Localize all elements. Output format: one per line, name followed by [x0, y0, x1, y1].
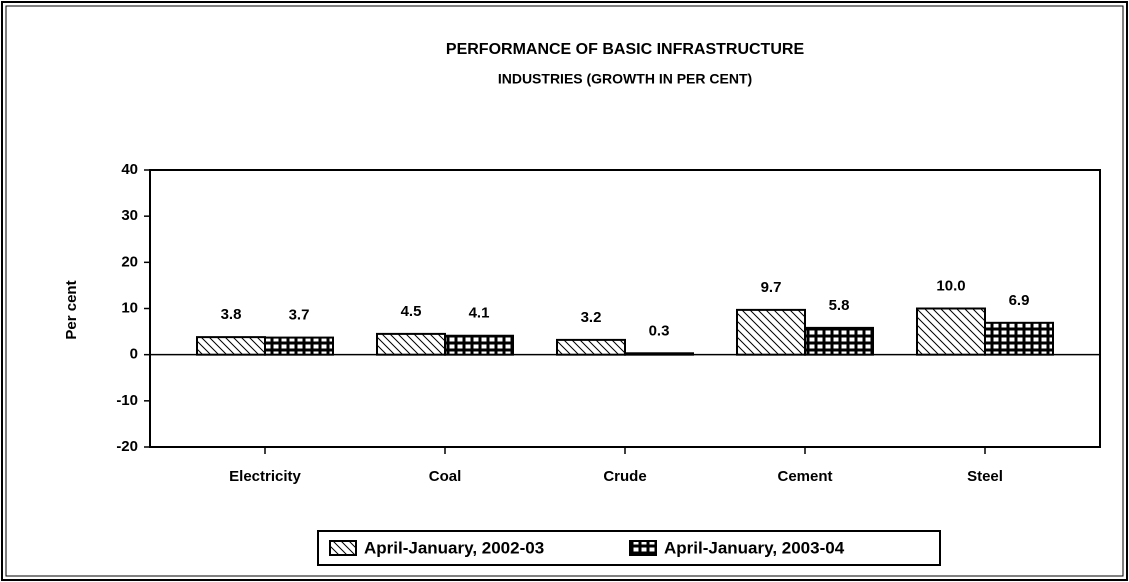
value-label: 5.8: [829, 297, 850, 314]
x-tick-label: Cement: [777, 468, 832, 485]
y-tick-label: 40: [121, 161, 138, 178]
y-tick-label: 0: [130, 346, 138, 363]
y-tick-label: 10: [121, 299, 138, 316]
bar: [444, 334, 514, 356]
value-label: 3.8: [221, 306, 242, 323]
value-label: 3.2: [581, 309, 602, 326]
y-tick-label: -20: [116, 438, 138, 455]
bar: [916, 307, 986, 356]
value-label: 4.1: [469, 305, 490, 322]
x-tick-label: Steel: [967, 468, 1003, 485]
bar: [984, 321, 1054, 356]
x-tick-label: Electricity: [229, 468, 301, 485]
bar: [804, 326, 874, 356]
chart-title: PERFORMANCE OF BASIC INFRASTRUCTURE: [446, 41, 805, 58]
value-label: 3.7: [289, 307, 310, 324]
bar: [264, 336, 334, 356]
bar: [196, 336, 266, 356]
value-label: 6.9: [1009, 292, 1030, 309]
legend-label: April-January, 2003-04: [664, 538, 845, 557]
legend-swatch: [629, 540, 657, 556]
legend-label: April-January, 2002-03: [364, 538, 544, 557]
chart-subtitle: INDUSTRIES (GROWTH IN PER CENT): [498, 71, 752, 87]
bar: [624, 352, 694, 356]
y-tick-label: -10: [116, 392, 138, 409]
inner-frame: [5, 5, 1124, 577]
bar: [376, 332, 446, 356]
x-tick-label: Crude: [603, 468, 646, 485]
value-label: 0.3: [649, 322, 670, 339]
x-tick-label: Coal: [429, 468, 462, 485]
value-label: 10.0: [936, 277, 965, 294]
value-label: 9.7: [761, 279, 782, 296]
y-axis-label: Per cent: [63, 280, 80, 339]
bar: [556, 338, 626, 356]
y-tick-label: 30: [121, 207, 138, 224]
legend-swatch: [329, 540, 357, 556]
value-label: 4.5: [401, 303, 422, 320]
bar: [736, 308, 806, 356]
y-tick-label: 20: [121, 253, 138, 270]
